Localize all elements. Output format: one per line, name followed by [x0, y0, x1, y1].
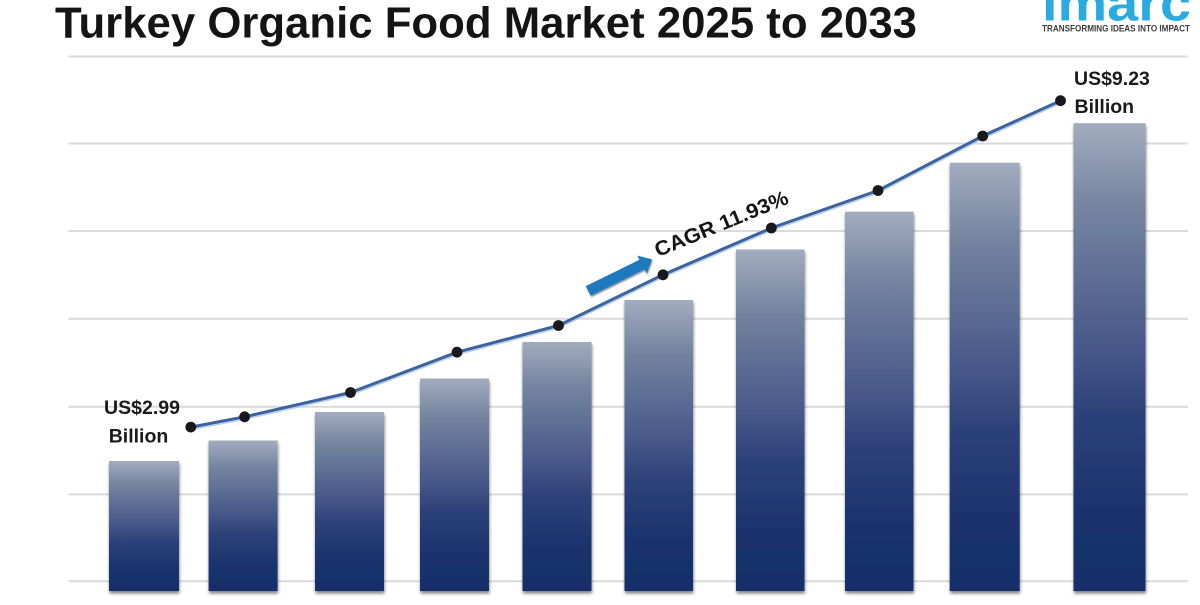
svg-text:US$2.99: US$2.99	[104, 397, 180, 419]
svg-text:Billion: Billion	[1075, 96, 1135, 118]
svg-text:US$9.23: US$9.23	[1074, 68, 1150, 90]
svg-text:Billion: Billion	[109, 426, 169, 448]
svg-text:TRANSFORMING IDEAS INTO IMPACT: TRANSFORMING IDEAS INTO IMPACT	[1042, 24, 1190, 35]
svg-text:Turkey Organic Food Market 202: Turkey Organic Food Market 2025 to 2033	[55, 0, 917, 48]
svg-text:imarc: imarc	[1042, 0, 1191, 32]
